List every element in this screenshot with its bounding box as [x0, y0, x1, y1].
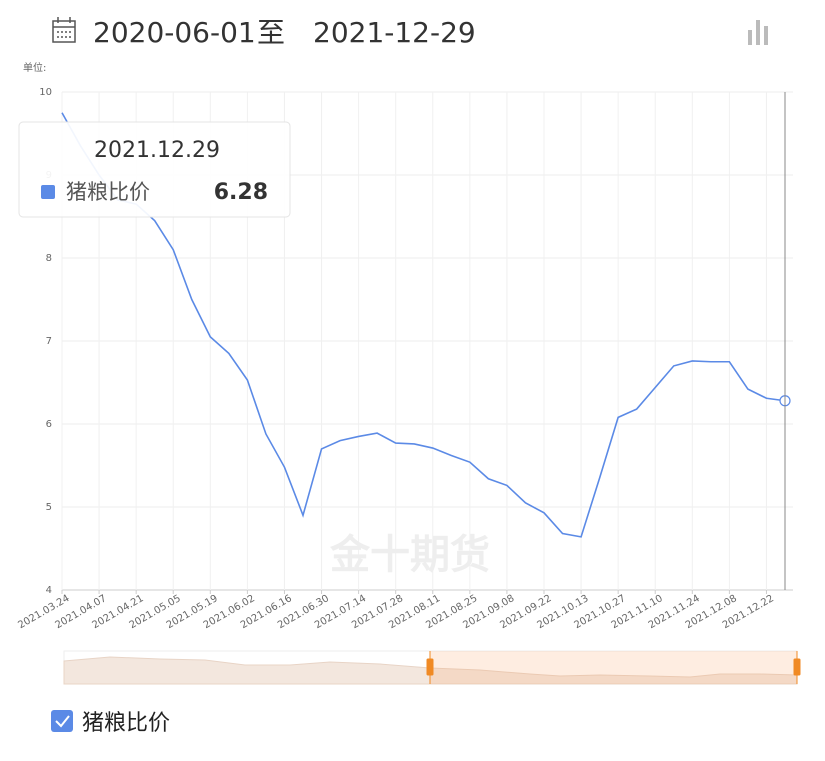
legend-checkbox[interactable]	[51, 710, 73, 732]
start-date[interactable]: 2020-06-01	[93, 16, 256, 49]
tooltip-marker	[41, 185, 55, 199]
y-tick-label: 6	[46, 419, 52, 430]
calendar-icon[interactable]	[52, 17, 76, 43]
date-separator: 至	[257, 16, 285, 49]
y-tick-label: 4	[46, 585, 52, 596]
tooltip-title: 2021.12.29	[94, 138, 220, 163]
y-tick-label: 8	[46, 253, 52, 264]
zoom-selection[interactable]	[430, 651, 797, 684]
line	[61, 112, 786, 538]
end-date[interactable]: 2021-12-29	[313, 16, 476, 49]
tooltip-box	[18, 121, 291, 218]
zoom-handle[interactable]	[793, 651, 801, 684]
zoom-handle[interactable]	[426, 651, 434, 684]
y-tick-label: 10	[39, 87, 52, 98]
watermark: 金十期货	[329, 532, 490, 578]
tooltip-series-name: 猪粮比价	[66, 180, 150, 204]
tooltip-value: 6.28	[214, 180, 268, 205]
check-mark	[55, 715, 70, 728]
tooltip: 2021.12.29 猪粮比价 6.28	[18, 121, 291, 218]
legend-label[interactable]: 猪粮比价	[82, 711, 170, 736]
chart-type-icon[interactable]	[748, 20, 768, 45]
unit-label: 单位:	[23, 61, 46, 74]
y-tick-label: 7	[46, 336, 52, 347]
y-tick-label: 5	[46, 502, 52, 513]
